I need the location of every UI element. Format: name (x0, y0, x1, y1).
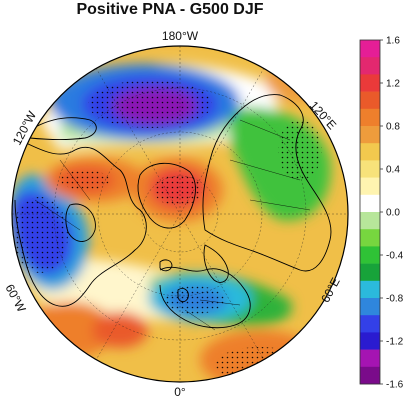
lon-label-60w: 60°W (2, 282, 29, 315)
colorbar-segment (360, 280, 380, 299)
colorbar-tick-label: 1.2 (386, 79, 400, 90)
map-disk-outline (11, 45, 349, 383)
colorbar-segment (360, 143, 380, 161)
pacific-ridge (265, 58, 335, 102)
colorbar-segment (360, 263, 380, 282)
colorbar-segment (360, 108, 380, 127)
colorbar-segment (360, 91, 380, 110)
colorbar-tick-label: 1.6 (386, 36, 400, 47)
coastline-alaska (29, 117, 97, 140)
colorbar-segment (360, 229, 380, 247)
graticule (12, 46, 348, 382)
colorbar-segment (360, 126, 380, 144)
colorbar-segment (360, 40, 380, 58)
colorbar-tick-label: -0.4 (386, 251, 404, 262)
colorbar-segment (360, 212, 380, 230)
coastline-hudson-bay (65, 203, 96, 242)
coastline-greenland (137, 162, 196, 229)
colorbar-segment (360, 246, 380, 264)
colorbar-segment (360, 160, 380, 178)
colorbar-tick-label: -1.6 (386, 380, 404, 391)
colorbar-tick-label: -0.8 (386, 294, 404, 305)
significance-stippling (12, 80, 322, 382)
country-borders (34, 119, 311, 331)
colorbar-segment (360, 298, 380, 316)
coastline-north-america (14, 139, 147, 307)
colorbar-tick-label: 0.4 (386, 165, 400, 176)
coastlines (14, 94, 332, 329)
colorbar-segment (360, 177, 380, 196)
colorbar-segment (360, 315, 380, 333)
lon-label-180w: 180°W (162, 29, 199, 43)
colorbar-tick-label: -1.2 (386, 337, 404, 348)
colorbar-tick-label: 0.0 (386, 208, 400, 219)
colorbar-tick-label: 0.8 (386, 122, 400, 133)
colorbar-segment (360, 332, 380, 350)
coastline-iceland-uk (159, 259, 189, 303)
colorbar-segment (360, 57, 380, 75)
colorbar-segment (360, 74, 380, 92)
colorbar: 1.6 1.2 0.8 0.4 0.0 -0.4 -0.8 -1.2 -1.6 (359, 36, 404, 391)
iberia-ridge (92, 312, 148, 348)
colorbar-segment (360, 194, 380, 213)
lon-label-0: 0° (174, 385, 186, 399)
coastline-europe (159, 266, 251, 329)
colorbar-segment (360, 349, 380, 368)
coastline-eurasia (202, 94, 332, 272)
colorbar-segment (360, 366, 380, 385)
coastline-scandinavia (203, 244, 229, 283)
figure-title: Positive PNA - G500 DJF (76, 1, 264, 18)
